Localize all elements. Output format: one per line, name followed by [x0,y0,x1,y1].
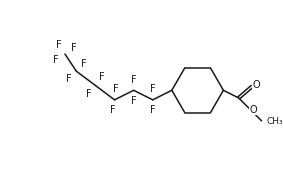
Text: F: F [131,75,136,85]
Text: F: F [81,59,87,69]
Text: F: F [110,105,116,115]
Text: F: F [86,89,92,99]
Text: F: F [113,84,119,94]
Text: CH₃: CH₃ [266,117,283,126]
Text: O: O [252,80,260,90]
Text: F: F [99,72,105,82]
Text: F: F [71,43,76,53]
Text: F: F [131,96,136,106]
Text: F: F [66,74,72,84]
Text: F: F [150,105,156,115]
Text: O: O [249,105,257,115]
Text: F: F [150,84,156,94]
Text: F: F [56,40,62,50]
Text: F: F [53,55,59,65]
